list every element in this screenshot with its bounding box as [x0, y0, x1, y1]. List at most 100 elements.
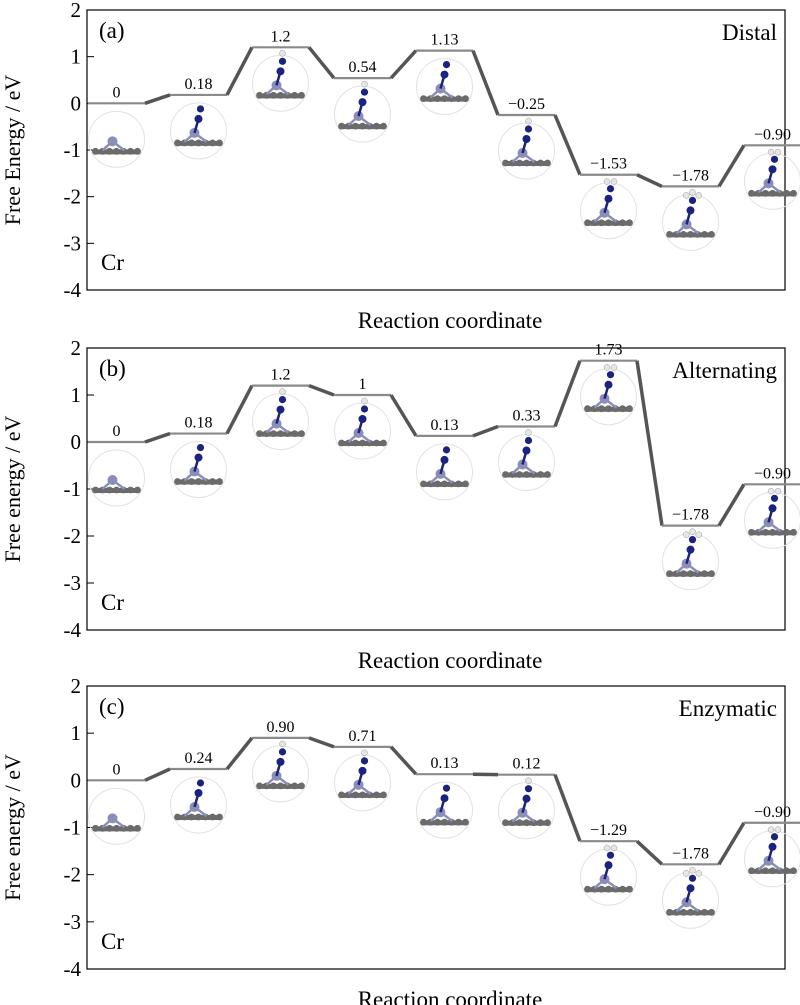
substrate-atom — [666, 570, 673, 578]
adsorption-structure-icon — [170, 102, 227, 160]
connector-line — [553, 360, 582, 428]
substrate-atom — [537, 471, 544, 478]
connector-line — [717, 144, 746, 188]
connector-line — [144, 93, 171, 105]
connector-line — [144, 767, 171, 782]
substrate-atom — [584, 405, 591, 413]
energy-value-label: −0.25 — [508, 96, 545, 113]
nitrogen-atom — [768, 165, 777, 174]
pathway-label: Distal — [722, 20, 777, 45]
substrate-atom — [106, 486, 113, 494]
nitrogen-atom — [196, 443, 205, 452]
connector-line — [389, 394, 418, 437]
substrate-atom — [434, 818, 441, 826]
substrate-atom — [434, 480, 441, 488]
substrate-atom — [380, 122, 387, 130]
substrate-atom — [708, 908, 715, 916]
adsorption-structure-icon — [416, 781, 473, 839]
connector-line — [553, 774, 582, 842]
substrate-atom — [462, 95, 469, 102]
substrate-atom — [113, 486, 120, 494]
adsorption-structure-icon — [88, 449, 145, 507]
nitrogen-atom — [768, 504, 777, 513]
hydrogen-atom — [361, 80, 368, 88]
nitrogen-atom — [360, 757, 369, 765]
substrate-atom — [783, 867, 790, 875]
nitrogen-atom — [606, 851, 615, 859]
nitrogen-atom — [442, 784, 451, 792]
hydrogen-atom — [610, 844, 618, 852]
hydrogen-atom — [695, 531, 703, 538]
y-axis-label: Free Energy / eV — [0, 75, 25, 226]
substrate-atom — [352, 791, 359, 799]
substrate-atom — [462, 480, 469, 488]
hydrogen-atom — [695, 192, 703, 199]
substrate-atom — [619, 219, 626, 227]
energy-value-label: 1.2 — [271, 28, 291, 45]
substrate-atom — [188, 478, 195, 485]
nitrogen-atom — [276, 757, 285, 766]
energy-value-label: −1.53 — [590, 156, 627, 173]
substrate-atom — [605, 219, 612, 227]
y-axis-label: Free energy / eV — [0, 415, 25, 562]
substrate-atom — [209, 139, 216, 147]
adsorption-structure-icon — [580, 844, 637, 906]
substrate-atom — [270, 430, 277, 437]
substrate-atom — [188, 139, 195, 147]
x-axis-label: Reaction coordinate — [358, 308, 543, 333]
substrate-atom — [127, 824, 134, 832]
substrate-atom — [195, 139, 202, 147]
substrate-atom — [209, 478, 216, 485]
hydrogen-atom — [767, 487, 775, 495]
nitrogen-atom — [278, 396, 287, 404]
adsorption-structure-icon — [88, 787, 145, 845]
energy-value-label: 0.24 — [185, 750, 213, 767]
hydrogen-atom — [682, 192, 690, 199]
connector-line — [307, 46, 336, 80]
connector-line — [308, 383, 335, 397]
substrate-atom — [277, 430, 284, 437]
substrate-atom — [291, 782, 298, 790]
substrate-atom — [380, 439, 387, 447]
adsorption-structure-icon — [170, 776, 227, 834]
y-tick-label: 1 — [71, 383, 82, 407]
energy-value-label: 0 — [113, 84, 121, 101]
nitrogen-atom — [524, 125, 533, 133]
nitrogen-atom — [688, 874, 697, 882]
substrate-atom — [537, 159, 544, 167]
substrate-atom — [216, 478, 223, 485]
hydrogen-atom — [361, 397, 368, 405]
substrate-atom — [455, 818, 462, 826]
nitrogen-atom — [606, 185, 615, 193]
substrate-atom — [134, 824, 141, 832]
y-tick-label: 2 — [71, 336, 82, 360]
adsorption-structure-icon — [170, 441, 227, 499]
substrate-atom — [708, 570, 715, 578]
y-tick-label: -4 — [64, 278, 82, 302]
hydrogen-atom — [603, 178, 611, 185]
substrate-atom — [783, 189, 790, 197]
substrate-atom — [113, 824, 120, 832]
substrate-atom — [790, 867, 797, 875]
nitrogen-atom — [604, 380, 613, 389]
hydrogen-atom — [279, 388, 286, 395]
energy-value-label: 0.90 — [267, 719, 295, 736]
y-tick-label: -1 — [64, 477, 82, 501]
energy-value-label: −0.90 — [754, 126, 791, 143]
adsorption-structure-icon — [498, 777, 555, 840]
connector-line — [144, 431, 171, 444]
adsorption-structure-icon — [580, 178, 637, 240]
substrate-atom — [687, 908, 694, 916]
energy-value-label: −1.78 — [672, 167, 709, 184]
hydrogen-atom — [774, 826, 782, 833]
nitrogen-atom — [440, 794, 449, 803]
substrate-atom — [502, 159, 509, 167]
substrate-atom — [748, 867, 755, 875]
energy-value-label: 0 — [113, 761, 121, 778]
nitrogen-atom — [604, 861, 613, 870]
substrate-atom — [256, 782, 263, 790]
substrate-atom — [434, 95, 441, 102]
nitrogen-atom — [440, 455, 449, 464]
metal-label: Cr — [101, 250, 124, 275]
substrate-atom — [359, 122, 366, 130]
